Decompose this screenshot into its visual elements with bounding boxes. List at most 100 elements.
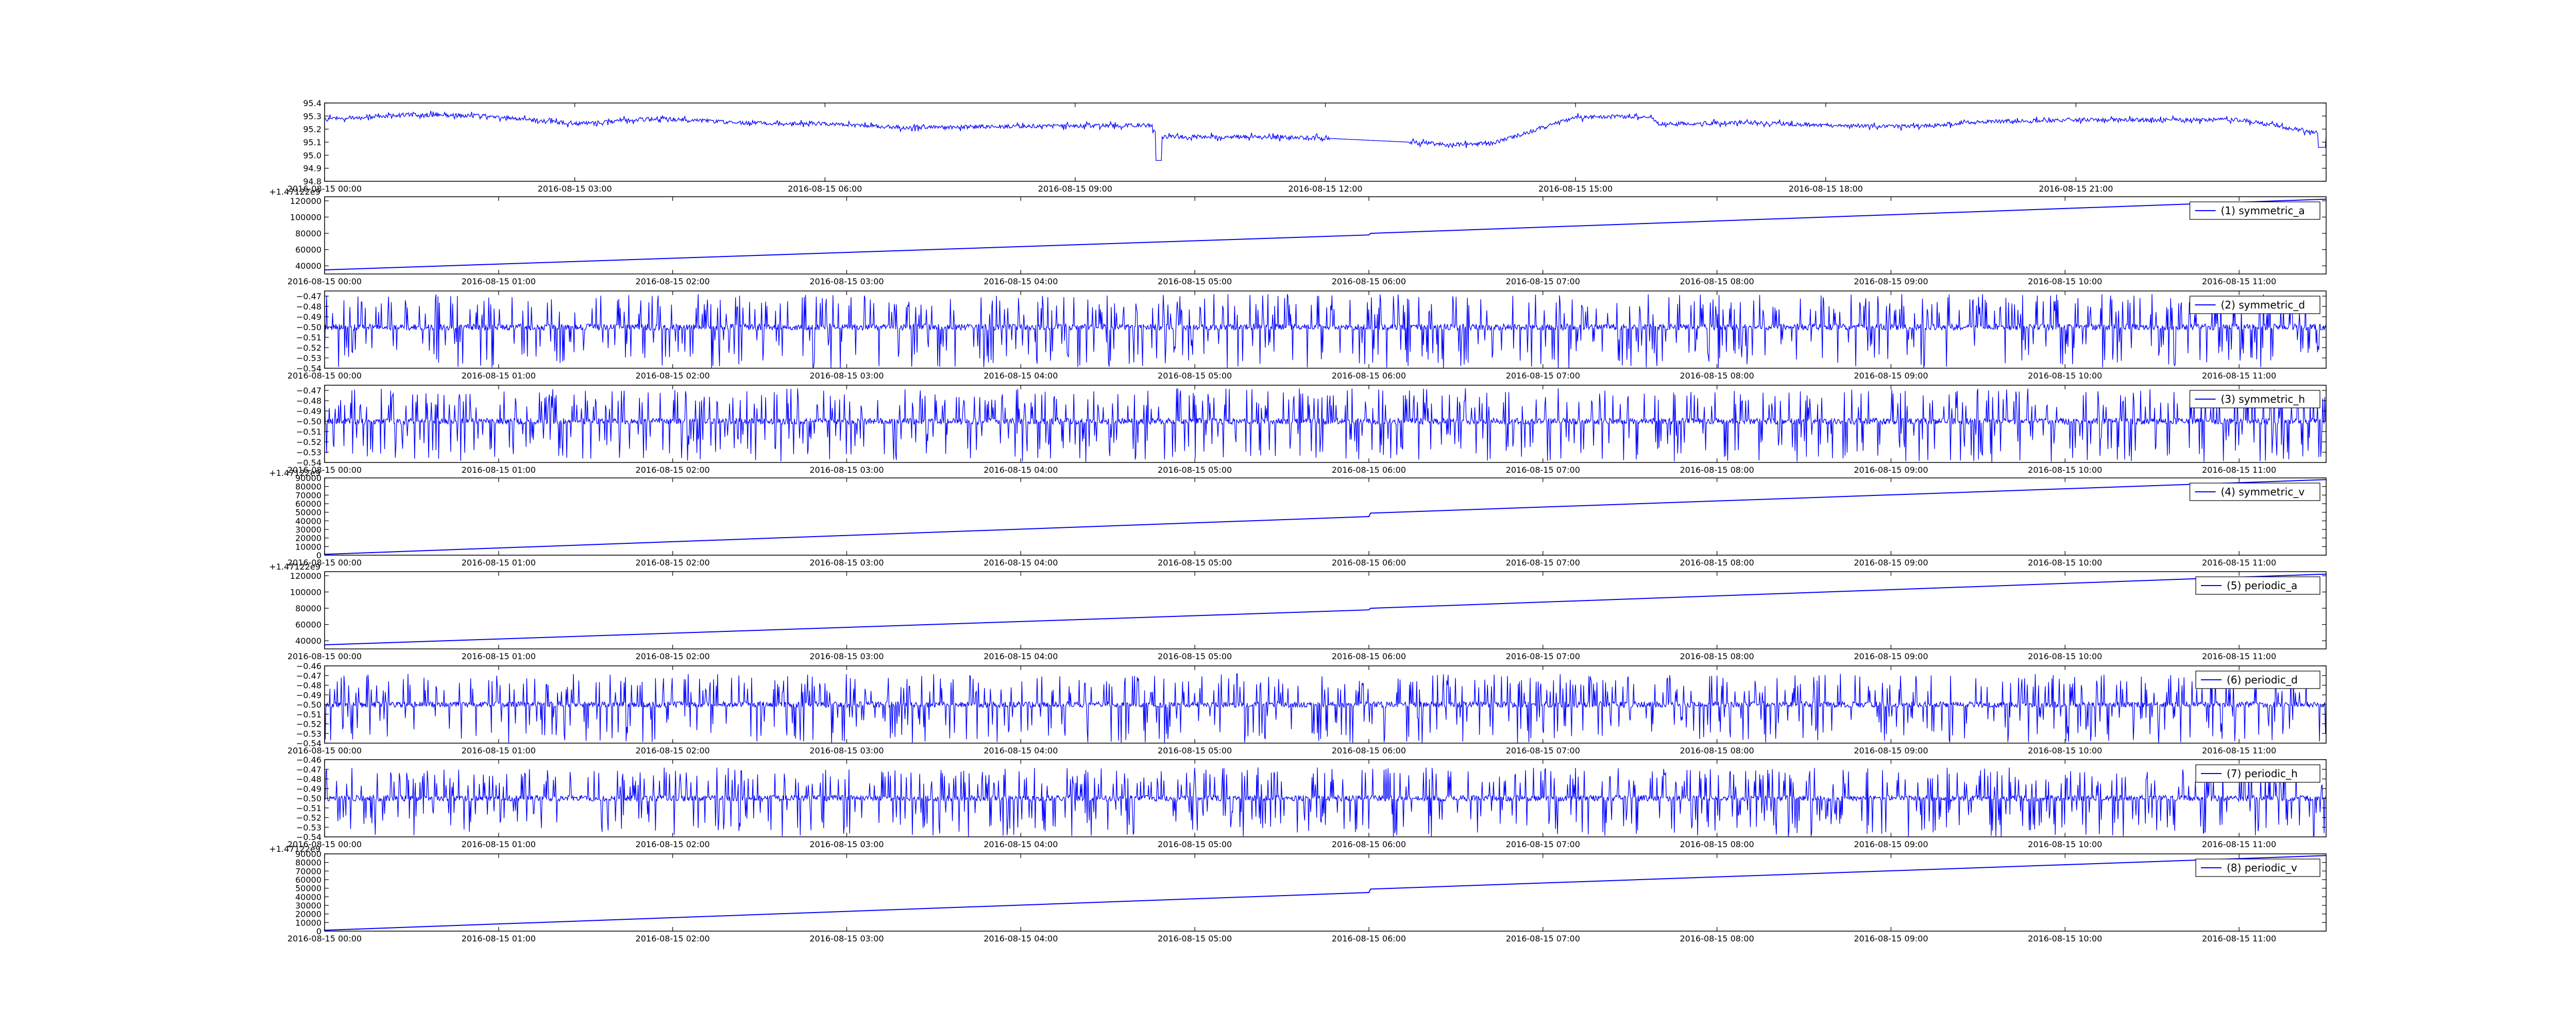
legend-label: (2) symmetric_d bbox=[2221, 299, 2306, 311]
x-tick-label: 2016-08-15 08:00 bbox=[1680, 465, 1754, 475]
x-tick-label: 2016-08-15 04:00 bbox=[984, 465, 1058, 475]
y-tick-label: 95.1 bbox=[303, 138, 321, 147]
series-line bbox=[325, 767, 2326, 837]
x-tick-label: 2016-08-15 04:00 bbox=[984, 934, 1058, 943]
x-tick-label: 2016-08-15 09:00 bbox=[1854, 277, 1928, 286]
y-tick-label: 0 bbox=[316, 551, 321, 560]
y-tick-label: 60000 bbox=[295, 245, 321, 255]
x-tick-label: 2016-08-15 10:00 bbox=[2028, 651, 2102, 661]
x-tick-label: 2016-08-15 11:00 bbox=[2202, 465, 2276, 475]
axis-offset-label: +1.47122e9 bbox=[269, 562, 320, 572]
x-tick-label: 2016-08-15 10:00 bbox=[2028, 746, 2102, 756]
axes-frame bbox=[324, 853, 2327, 932]
x-tick-label: 2016-08-15 03:00 bbox=[809, 651, 884, 661]
x-tick-label: 2016-08-15 05:00 bbox=[1158, 558, 1232, 568]
x-tick-label: 2016-08-15 10:00 bbox=[2028, 465, 2102, 475]
legend-box bbox=[2195, 671, 2320, 689]
y-tick-label: −0.54 bbox=[296, 739, 321, 748]
y-tick-label: 80000 bbox=[295, 229, 321, 238]
x-tick-label: 2016-08-15 05:00 bbox=[1158, 277, 1232, 286]
x-tick-label: 2016-08-15 05:00 bbox=[1158, 651, 1232, 661]
x-tick-label: 2016-08-15 11:00 bbox=[2202, 839, 2276, 849]
y-tick-label: −0.46 bbox=[296, 661, 321, 671]
chart-panel-6: 40000 60000 80000 100000 120000 2016-08-15 00… bbox=[269, 562, 2327, 661]
x-tick-label: 2016-08-15 08:00 bbox=[1680, 371, 1754, 381]
axes-frame bbox=[324, 571, 2327, 649]
chart-panel-4: −0.54−0.53−0.52−0.51−0.50−0.49−0.48−0.47… bbox=[287, 385, 2327, 475]
y-tick-label: 95.0 bbox=[303, 150, 321, 160]
x-tick-label: 2016-08-15 02:00 bbox=[636, 465, 710, 475]
x-tick-label: 2016-08-15 09:00 bbox=[1854, 651, 1928, 661]
x-tick-label: 2016-08-15 03:00 bbox=[538, 184, 612, 194]
x-tick-label: 2016-08-15 00:00 bbox=[287, 651, 362, 661]
x-tick-label: 2016-08-15 03:00 bbox=[809, 934, 884, 943]
y-tick-label: 100000 bbox=[290, 212, 321, 222]
x-tick-label: 2016-08-15 03:00 bbox=[809, 746, 884, 756]
x-tick-label: 2016-08-15 09:00 bbox=[1854, 839, 1928, 849]
legend-label: (1) symmetric_a bbox=[2221, 204, 2305, 217]
x-tick-label: 2016-08-15 09:00 bbox=[1854, 746, 1928, 756]
x-tick-label: 2016-08-15 04:00 bbox=[984, 651, 1058, 661]
axis-offset-label: +1.47122e9 bbox=[269, 187, 320, 197]
x-tick-label: 2016-08-15 00:00 bbox=[287, 558, 362, 568]
y-tick-label: 10000 bbox=[295, 542, 321, 552]
x-tick-label: 2016-08-15 07:00 bbox=[1506, 371, 1580, 381]
legend-label: (8) periodic_v bbox=[2227, 862, 2297, 874]
y-tick-label: 40000 bbox=[295, 516, 321, 526]
series-line bbox=[325, 388, 2326, 462]
x-tick-label: 2016-08-15 06:00 bbox=[1332, 839, 1406, 849]
y-tick-label: −0.48 bbox=[296, 302, 321, 312]
y-tick-label: −0.51 bbox=[296, 803, 321, 813]
x-tick-label: 2016-08-15 07:00 bbox=[1506, 746, 1580, 756]
series-line bbox=[325, 855, 2326, 931]
x-tick-label: 2016-08-15 03:00 bbox=[809, 371, 884, 381]
x-tick-label: 2016-08-15 07:00 bbox=[1506, 839, 1580, 849]
x-tick-label: 2016-08-15 11:00 bbox=[2202, 371, 2276, 381]
x-tick-label: 2016-08-15 10:00 bbox=[2028, 839, 2102, 849]
x-tick-label: 2016-08-15 06:00 bbox=[1332, 277, 1406, 286]
x-tick-label: 2016-08-15 11:00 bbox=[2202, 558, 2276, 568]
axes-frame bbox=[324, 385, 2327, 463]
x-tick-label: 2016-08-15 03:00 bbox=[809, 558, 884, 568]
y-tick-label: −0.54 bbox=[296, 832, 321, 842]
axes-frame bbox=[324, 290, 2327, 369]
x-tick-label: 2016-08-15 08:00 bbox=[1680, 934, 1754, 943]
y-tick-label: −0.52 bbox=[296, 719, 321, 729]
x-tick-label: 2016-08-15 11:00 bbox=[2202, 934, 2276, 943]
x-tick-label: 2016-08-15 06:00 bbox=[1332, 746, 1406, 756]
x-tick-label: 2016-08-15 11:00 bbox=[2202, 651, 2276, 661]
x-tick-label: 2016-08-15 00:00 bbox=[287, 746, 362, 756]
y-tick-label: −0.49 bbox=[296, 312, 321, 322]
y-tick-label: −0.52 bbox=[296, 813, 321, 823]
y-tick-label: −0.49 bbox=[296, 784, 321, 794]
x-tick-label: 2016-08-15 08:00 bbox=[1680, 651, 1754, 661]
x-tick-label: 2016-08-15 01:00 bbox=[462, 277, 536, 286]
x-tick-label: 2016-08-15 04:00 bbox=[984, 371, 1058, 381]
legend-label: (6) periodic_d bbox=[2227, 674, 2298, 686]
y-tick-label: −0.53 bbox=[296, 822, 321, 832]
y-tick-label: 20000 bbox=[295, 534, 321, 543]
x-tick-label: 2016-08-15 05:00 bbox=[1158, 371, 1232, 381]
x-tick-label: 2016-08-15 02:00 bbox=[636, 651, 710, 661]
y-tick-label: 30000 bbox=[295, 525, 321, 535]
series-line bbox=[325, 294, 2326, 368]
x-tick-label: 2016-08-15 04:00 bbox=[984, 746, 1058, 756]
x-tick-label: 2016-08-15 10:00 bbox=[2028, 558, 2102, 568]
x-tick-label: 2016-08-15 00:00 bbox=[287, 371, 362, 381]
x-tick-label: 2016-08-15 02:00 bbox=[636, 277, 710, 286]
y-tick-label: −0.51 bbox=[296, 333, 321, 342]
chart-panel-8: −0.54−0.53−0.52−0.51−0.50−0.49−0.48−0.47… bbox=[287, 755, 2327, 849]
y-tick-label: 40000 bbox=[295, 636, 321, 646]
x-tick-label: 2016-08-15 09:00 bbox=[1854, 371, 1928, 381]
x-tick-label: 2016-08-15 09:00 bbox=[1854, 934, 1928, 943]
x-tick-label: 2016-08-15 00:00 bbox=[287, 465, 362, 475]
y-tick-label: 30000 bbox=[295, 901, 321, 911]
legend-label: (5) periodic_a bbox=[2227, 579, 2297, 592]
x-tick-label: 2016-08-15 07:00 bbox=[1506, 558, 1580, 568]
x-tick-label: 2016-08-15 11:00 bbox=[2202, 746, 2276, 756]
y-tick-label: 80000 bbox=[295, 482, 321, 492]
chart-panel-7: −0.54−0.53−0.52−0.51−0.50−0.49−0.48−0.47… bbox=[287, 661, 2327, 756]
x-tick-label: 2016-08-15 06:00 bbox=[788, 184, 862, 194]
x-tick-label: 2016-08-15 07:00 bbox=[1506, 465, 1580, 475]
y-tick-label: −0.49 bbox=[296, 690, 321, 700]
